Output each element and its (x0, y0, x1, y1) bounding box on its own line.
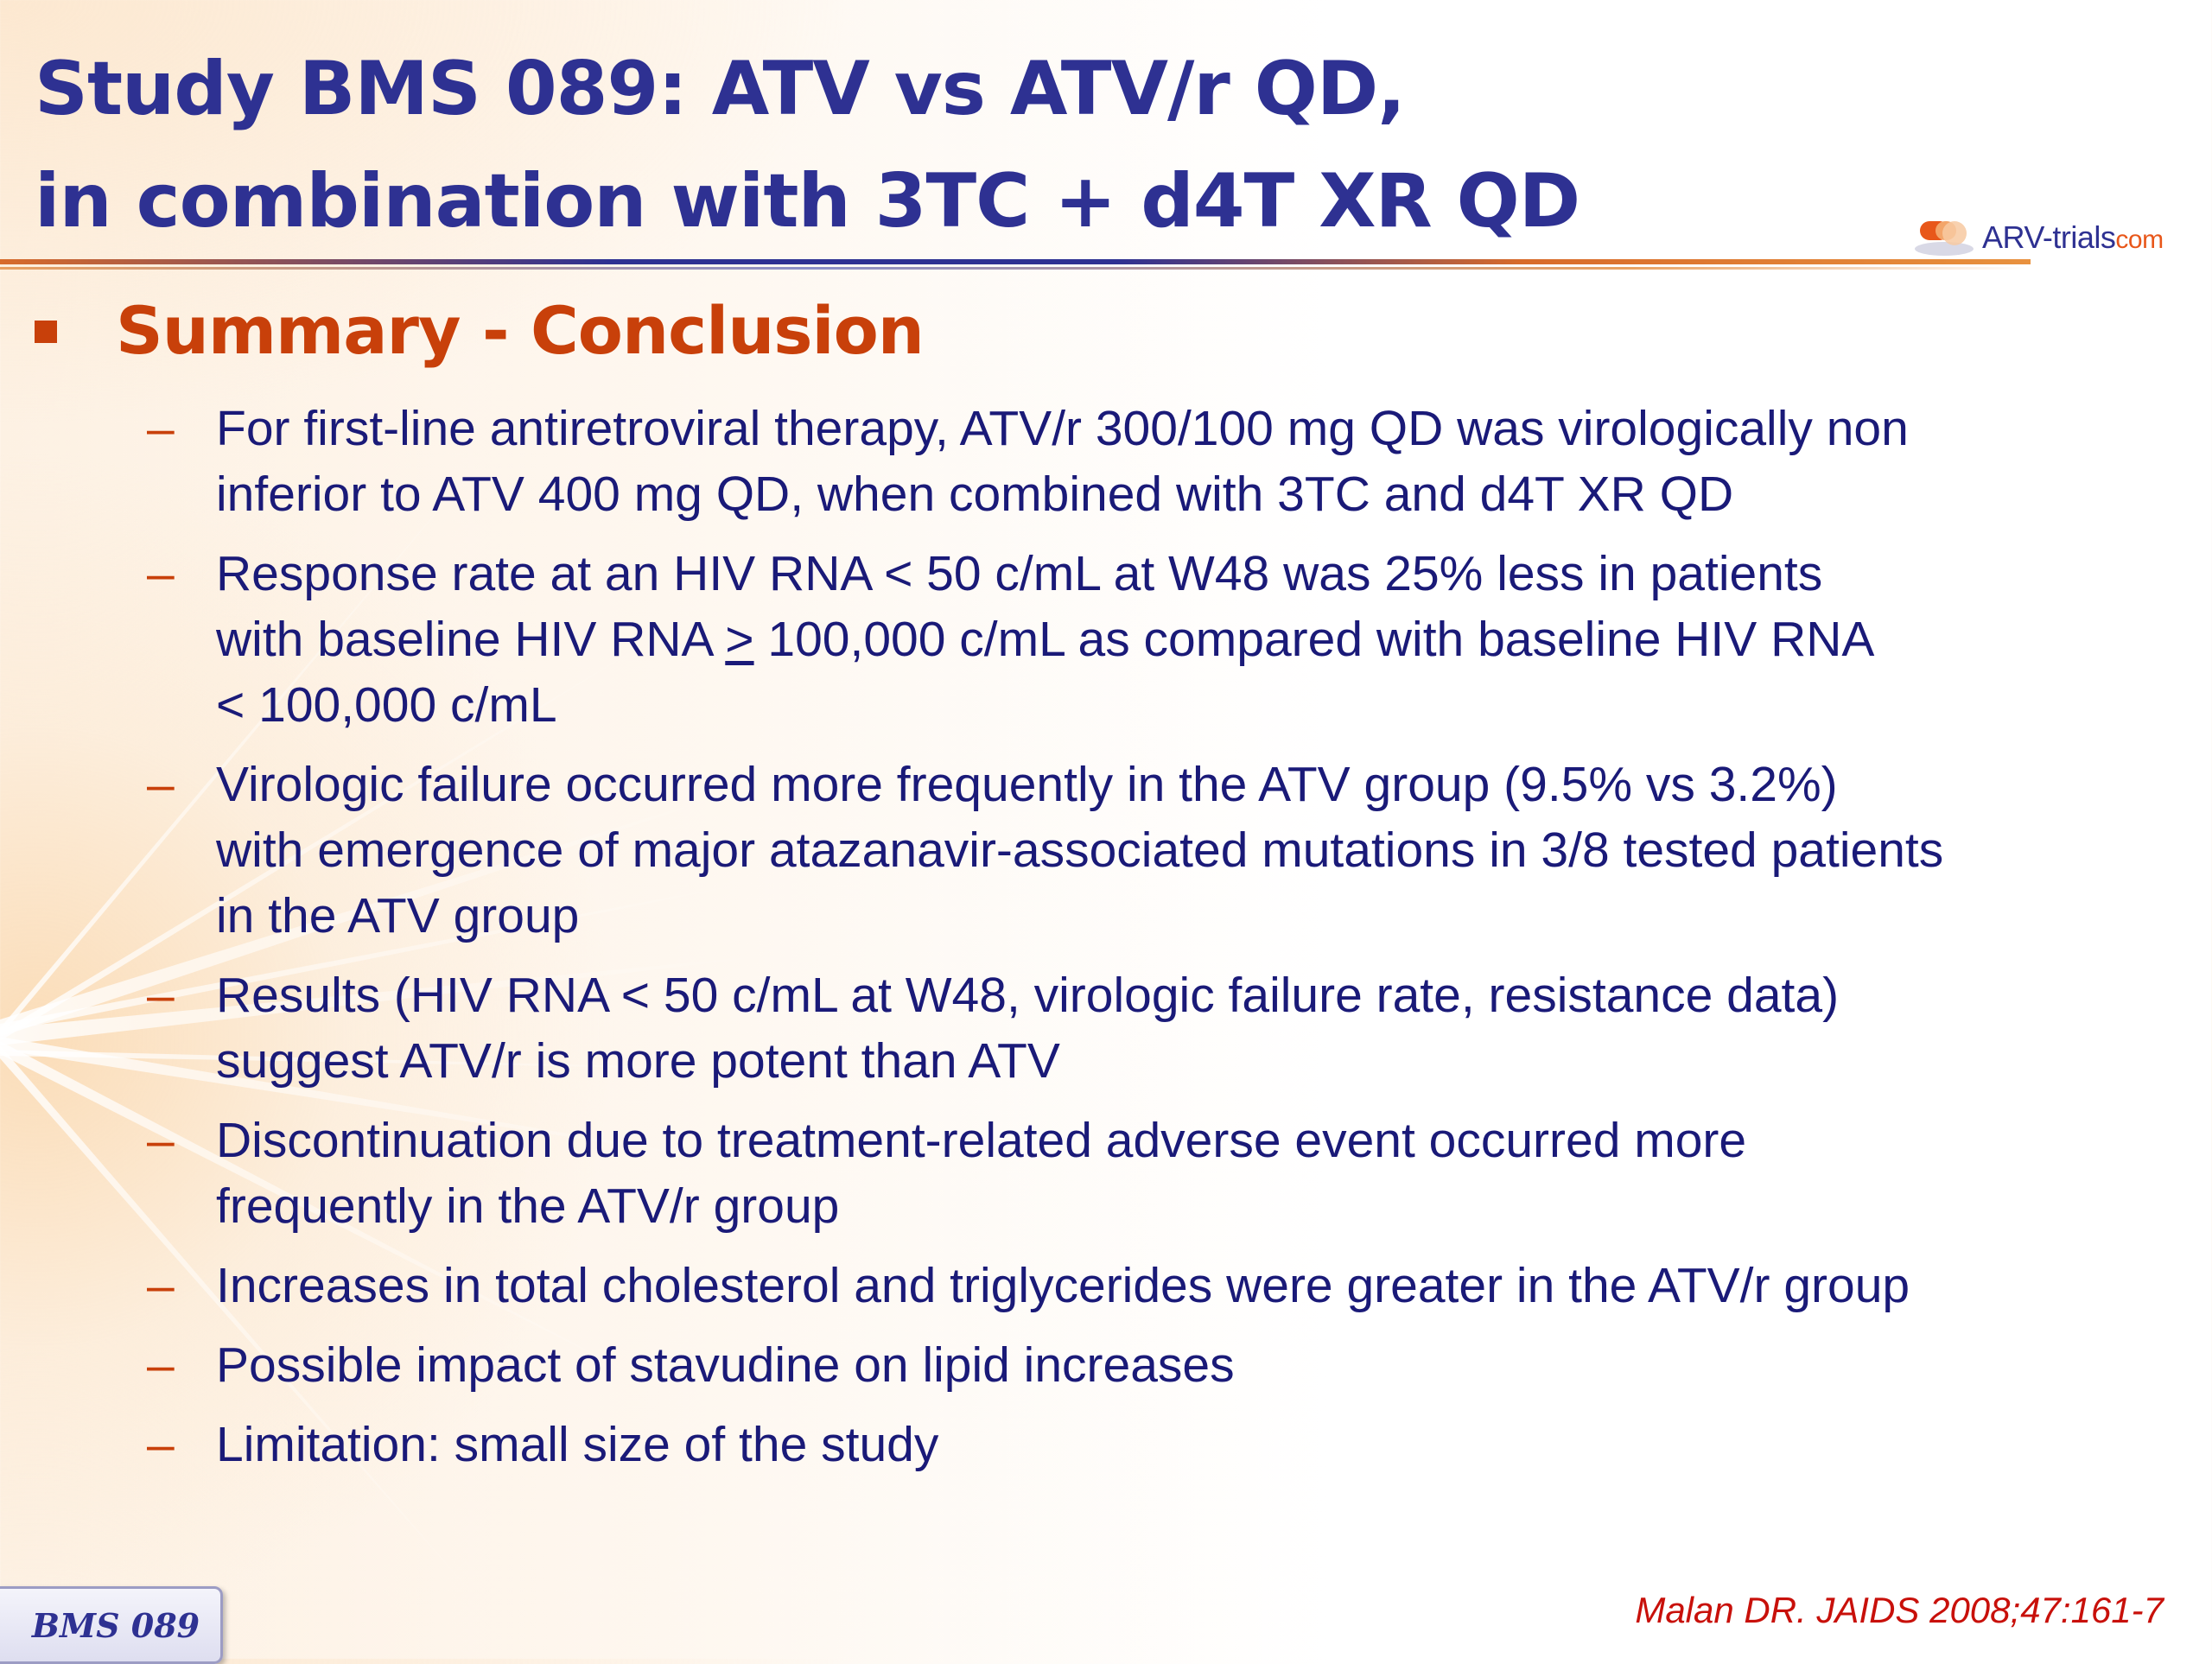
study-badge-label: BMS 089 (31, 1605, 200, 1645)
study-badge: BMS 089 (0, 1586, 223, 1664)
pill-capsule-icon (1915, 221, 1974, 256)
list-item-line: Virologic failure occurred more frequent… (216, 757, 1838, 812)
section-heading: Summary - Conclusion (35, 287, 925, 373)
dash-bullet: – (147, 968, 175, 1023)
dash-bullet: – (147, 1258, 175, 1313)
list-item-line: suggest ATV/r is more potent than ATV (216, 1033, 1060, 1089)
conclusion-list: – For first-line antiretroviral therapy,… (147, 396, 2160, 1491)
list-item-line: with baseline HIV RNA > 100,000 c/mL as … (216, 607, 2160, 672)
list-item: – Virologic failure occurred more freque… (147, 752, 2160, 949)
logo-text-suffix: com (2115, 225, 2164, 254)
list-item-line: Results (HIV RNA < 50 c/mL at W48, virol… (216, 968, 1840, 1023)
list-item: – Discontinuation due to treatment-relat… (147, 1108, 2160, 1239)
list-item-line: Possible impact of stavudine on lipid in… (216, 1337, 1235, 1393)
list-item-line: Limitation: small size of the study (216, 1417, 939, 1472)
dash-bullet: – (147, 757, 175, 812)
list-item: – Results (HIV RNA < 50 c/mL at W48, vir… (147, 962, 2160, 1094)
greater-equal-symbol: > (725, 612, 754, 667)
list-item: – Response rate at an HIV RNA < 50 c/mL … (147, 541, 2160, 738)
dash-bullet: – (147, 1113, 175, 1168)
list-item: – Limitation: small size of the study (147, 1412, 2160, 1477)
list-item-line: < 100,000 c/mL (216, 677, 557, 733)
slide-title: Study BMS 089: ATV vs ATV/r QD, in combi… (35, 33, 1676, 257)
list-item: – Possible impact of stavudine on lipid … (147, 1332, 2160, 1398)
list-item-line: Response rate at an HIV RNA < 50 c/mL at… (216, 546, 1823, 601)
citation: Malan DR. JAIDS 2008;47:161-7 (1635, 1590, 2164, 1630)
dash-bullet: – (147, 546, 175, 601)
slide-title-line-1: Study BMS 089: ATV vs ATV/r QD, (35, 46, 1406, 132)
list-item-line-part: 100,000 c/mL as compared with baseline H… (767, 612, 1875, 667)
list-item: – For first-line antiretroviral therapy,… (147, 396, 2160, 527)
dash-bullet: – (147, 1417, 175, 1472)
arv-trials-logo: ARV-trialscom (1910, 211, 2186, 263)
list-item-line: frequently in the ATV/r group (216, 1178, 840, 1234)
logo-text-main: ARV-trials (1982, 219, 2116, 255)
list-item-line: in the ATV group (216, 888, 580, 943)
list-item-line-part: with baseline HIV RNA (216, 612, 726, 667)
list-item-line: with emergence of major atazanavir-assoc… (216, 822, 1944, 878)
list-item-line: For first-line antiretroviral therapy, A… (216, 401, 1909, 456)
logo-text: ARV-trialscom (1982, 219, 2164, 256)
list-item-line: Increases in total cholesterol and trigl… (216, 1258, 1910, 1313)
title-divider (0, 259, 2031, 271)
square-bullet-icon (35, 321, 57, 343)
dash-bullet: – (147, 401, 175, 456)
slide-title-line-2: in combination with 3TC + d4T XR QD (35, 158, 1580, 245)
dash-bullet: – (147, 1337, 175, 1393)
section-heading-text: Summary - Conclusion (116, 291, 925, 369)
list-item-line: inferior to ATV 400 mg QD, when combined… (216, 467, 1734, 522)
list-item: – Increases in total cholesterol and tri… (147, 1253, 2160, 1318)
list-item-line: Discontinuation due to treatment-related… (216, 1113, 1747, 1168)
